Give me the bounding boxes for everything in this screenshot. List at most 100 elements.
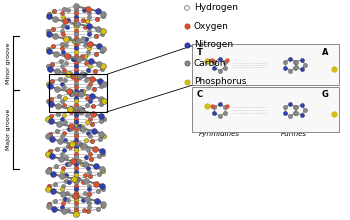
Point (60, 15, 65, 19)
Point (73, 194, 79, 198)
Point (73, 166, 79, 170)
Point (48, 119, 54, 123)
Point (73, 5, 79, 8)
Point (100, 204, 106, 208)
Point (73, 57, 79, 61)
Point (69, 110, 74, 114)
Point (72, 194, 78, 198)
Point (50, 27, 56, 31)
Point (101, 99, 106, 103)
Point (48, 102, 54, 106)
Point (60, 187, 65, 191)
Point (73, 177, 79, 180)
Point (85, 7, 91, 11)
Point (75, 57, 81, 61)
Point (73, 128, 79, 131)
Point (99, 84, 104, 88)
Point (81, 8, 87, 12)
Point (73, 5, 79, 8)
Point (73, 5, 79, 8)
Point (62, 197, 67, 200)
Point (70, 160, 76, 163)
Point (73, 33, 79, 36)
Point (95, 207, 100, 211)
Point (79, 163, 85, 166)
Point (73, 40, 79, 43)
Point (217, 57, 223, 61)
Point (82, 26, 88, 29)
Point (53, 164, 59, 168)
Point (212, 105, 217, 109)
Point (47, 50, 52, 53)
Point (80, 19, 86, 22)
Point (82, 162, 88, 165)
Point (68, 89, 74, 92)
Point (90, 122, 95, 125)
Point (331, 112, 337, 116)
Point (74, 22, 80, 26)
Point (66, 180, 71, 184)
Point (73, 89, 79, 92)
Point (85, 68, 91, 71)
Point (93, 35, 99, 38)
Point (75, 40, 80, 43)
Point (58, 60, 64, 63)
Point (82, 173, 88, 177)
Point (73, 29, 79, 33)
Point (287, 57, 293, 61)
Point (81, 72, 87, 75)
Point (73, 12, 79, 15)
Point (79, 71, 84, 75)
Text: T: T (197, 48, 203, 57)
Point (212, 66, 217, 69)
Point (88, 157, 93, 160)
Point (73, 110, 79, 114)
Point (73, 163, 79, 166)
Point (46, 187, 51, 191)
Point (91, 87, 97, 90)
Point (66, 36, 71, 40)
Point (60, 205, 65, 208)
Point (100, 169, 106, 173)
Point (79, 145, 84, 149)
Point (46, 184, 52, 188)
Point (73, 205, 79, 208)
Point (222, 60, 228, 63)
Point (66, 90, 71, 93)
Point (99, 132, 104, 136)
Point (73, 117, 79, 121)
Point (73, 131, 79, 135)
Point (87, 170, 92, 173)
Point (60, 29, 65, 33)
Bar (192, 87, 339, 132)
Point (73, 170, 79, 173)
Point (60, 184, 66, 187)
Point (46, 152, 51, 156)
Point (69, 142, 75, 145)
Point (62, 96, 68, 99)
Point (69, 92, 75, 96)
Point (81, 208, 87, 212)
Point (87, 42, 93, 46)
Point (72, 22, 78, 26)
Point (60, 25, 65, 28)
Point (56, 122, 62, 125)
Point (73, 198, 79, 201)
Point (57, 77, 63, 81)
Point (86, 187, 92, 191)
Point (209, 58, 215, 62)
Point (86, 29, 92, 33)
Point (73, 159, 79, 163)
Point (67, 71, 73, 75)
Text: Purines: Purines (281, 131, 307, 137)
Point (58, 157, 64, 160)
Point (101, 64, 106, 68)
Point (67, 145, 73, 149)
Point (84, 197, 90, 200)
Point (75, 159, 81, 163)
Point (52, 35, 58, 38)
Point (82, 55, 88, 58)
Point (46, 12, 51, 16)
Point (64, 162, 69, 165)
Point (55, 87, 60, 90)
